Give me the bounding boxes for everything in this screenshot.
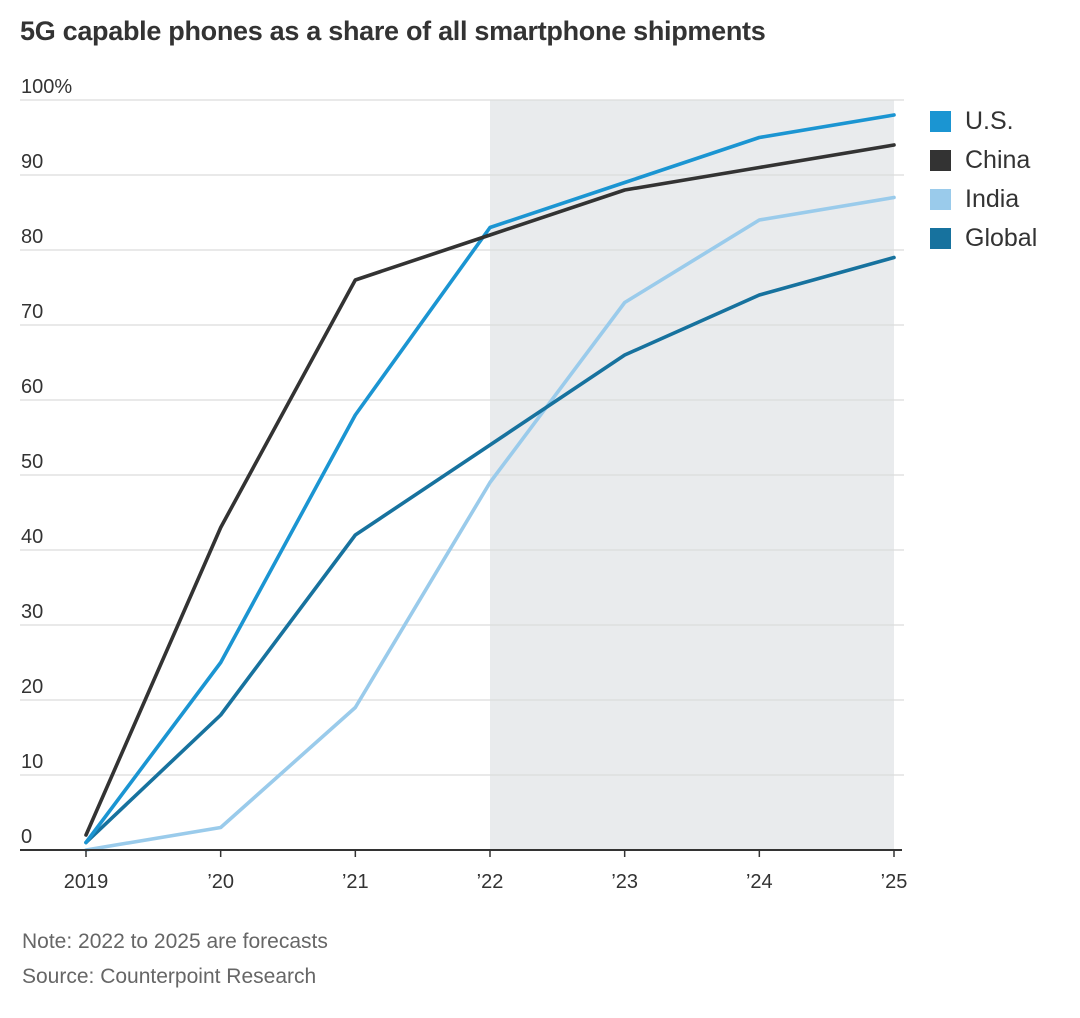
- y-tick-label: 50: [21, 451, 43, 473]
- legend-label-global: Global: [965, 223, 1038, 252]
- y-tick-label: 90: [21, 151, 43, 173]
- series-lines: [84, 113, 896, 852]
- x-tick-label: 2019: [64, 871, 109, 893]
- legend-item-us: U.S.: [930, 106, 1037, 135]
- series-line-china: [84, 143, 896, 837]
- legend-swatch-global: [930, 227, 951, 249]
- legend-swatch-us: [930, 110, 951, 132]
- legend-item-china: China: [930, 145, 1037, 174]
- x-tick-label: ’24: [746, 871, 773, 893]
- legend-label-china: China: [965, 145, 1031, 174]
- y-tick-label: 40: [21, 526, 43, 548]
- y-tick-label: 60: [21, 376, 43, 398]
- x-tick-label: ’25: [881, 871, 908, 893]
- chart-source: Source: Counterpoint Research: [22, 965, 317, 988]
- legend-label-us: U.S.: [965, 106, 1014, 135]
- y-tick-label: 20: [21, 676, 43, 698]
- legend-item-global: Global: [930, 223, 1038, 252]
- y-tick-label: 80: [21, 226, 43, 248]
- y-tick-label: 70: [21, 301, 43, 323]
- x-tick-label: ’23: [611, 871, 638, 893]
- chart-title: 5G capable phones as a share of all smar…: [20, 16, 766, 46]
- legend-swatch-china: [930, 149, 951, 171]
- x-axis-ticks: 2019 ’20 ’21 ’22 ’23 ’24 ’25: [64, 850, 908, 893]
- series-line-india: [84, 195, 896, 852]
- legend-item-india: India: [930, 184, 1037, 213]
- chart-note: Note: 2022 to 2025 are forecasts: [22, 930, 328, 953]
- series-line-global: [84, 255, 896, 845]
- y-tick-label: 100%: [21, 76, 72, 98]
- y-tick-label: 0: [21, 826, 32, 848]
- x-tick-label: ’22: [477, 871, 504, 893]
- x-tick-label: ’21: [342, 871, 369, 893]
- y-tick-label: 30: [21, 601, 43, 623]
- x-tick-label: ’20: [207, 871, 234, 893]
- gridlines: [20, 99, 904, 776]
- legend-label-india: India: [965, 184, 1020, 213]
- legend-swatch-india: [930, 188, 951, 210]
- series-line-us: [84, 113, 896, 845]
- legend: U.S. China India Global: [930, 106, 1038, 264]
- y-axis-ticks: 0 10 20 30 40 50 60 70 80 90 100%: [21, 76, 72, 848]
- y-tick-label: 10: [21, 751, 43, 773]
